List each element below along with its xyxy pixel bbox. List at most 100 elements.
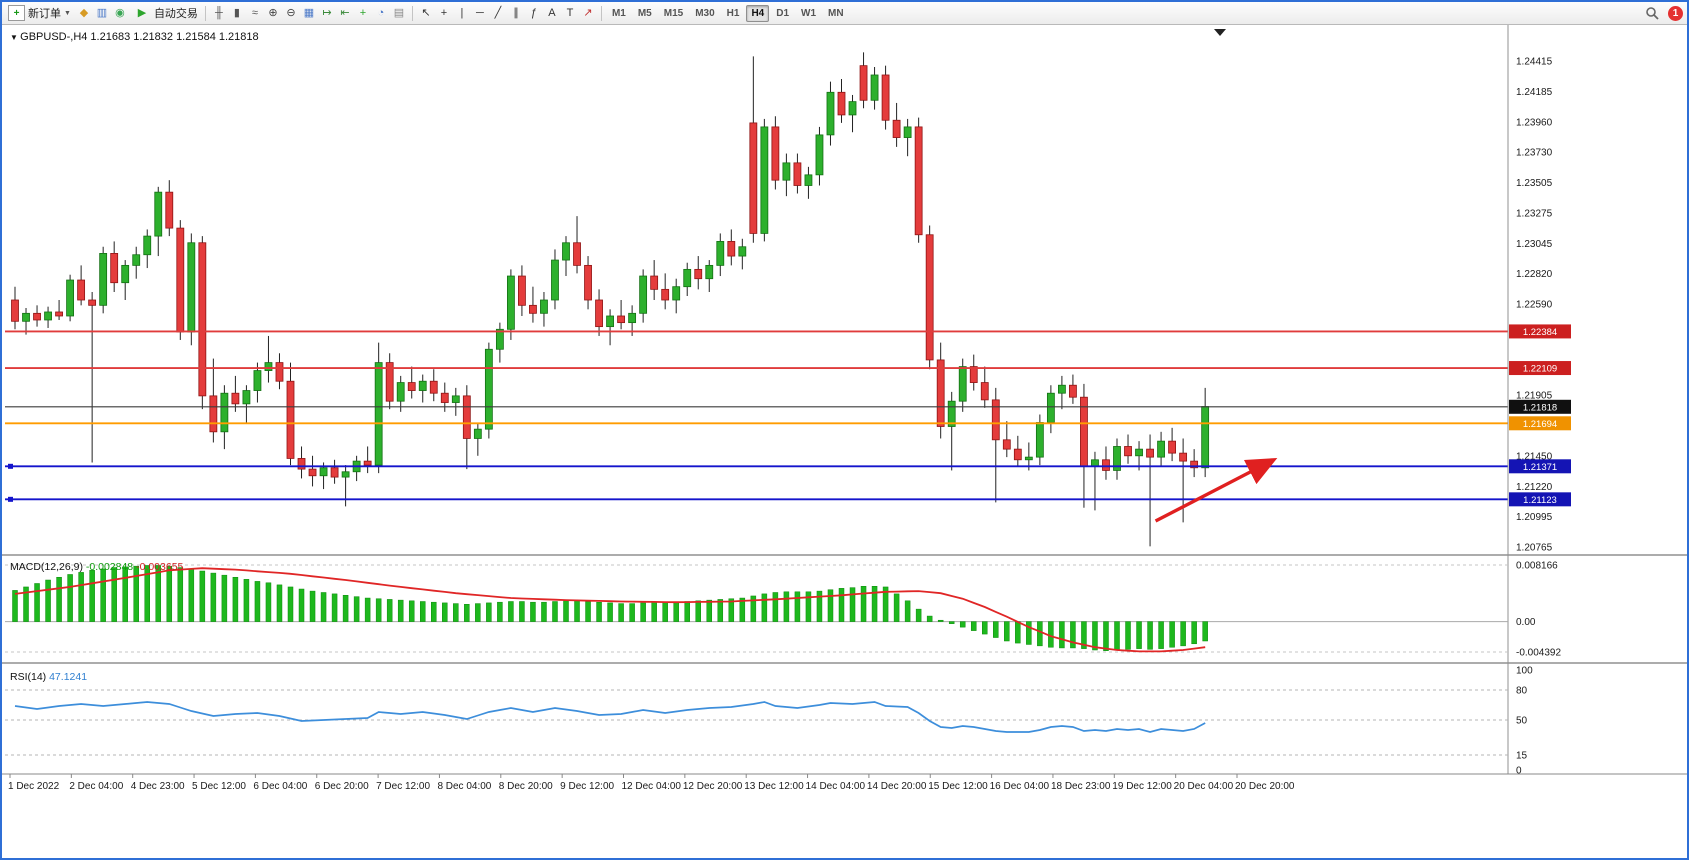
macd-histogram-bar [893, 593, 900, 622]
zoom-out-icon[interactable]: ⊖ [286, 6, 296, 19]
macd-histogram-bar [530, 601, 536, 622]
candle-body [518, 275, 526, 306]
horizontal-line-icon[interactable]: ─ [476, 6, 484, 19]
time-axis-label: 7 Dec 12:00 [376, 781, 430, 792]
timeframe-d1[interactable]: D1 [776, 7, 790, 19]
candle-body [661, 288, 670, 301]
autoscroll-marker-icon[interactable] [1214, 29, 1226, 36]
tile-windows-icon[interactable]: ▦ [303, 6, 315, 19]
templates-icon[interactable]: ▤ [393, 6, 405, 19]
macd-histogram-bar [761, 593, 768, 622]
price-axis-label: 1.20995 [1516, 512, 1553, 523]
candle-body [837, 91, 846, 116]
candle-body [1157, 440, 1165, 458]
time-axis-label: 20 Dec 04:00 [1174, 781, 1234, 792]
periods-icon[interactable]: ◔ [377, 6, 385, 19]
search-icon[interactable] [1643, 4, 1661, 22]
timeframe-mn[interactable]: MN [828, 7, 844, 19]
timeframe-h1[interactable]: H1 [726, 7, 740, 19]
time-axis-label: 6 Dec 20:00 [315, 781, 369, 792]
cursor-icon[interactable]: ↖ [421, 6, 431, 19]
timeframe-m1[interactable]: M1 [611, 7, 626, 19]
candle-body [1046, 392, 1055, 423]
candle-body [209, 395, 218, 433]
macd-histogram-bar [1114, 621, 1120, 651]
candle-body [914, 126, 923, 236]
candle-body [330, 467, 339, 478]
macd-histogram-bar [1026, 621, 1032, 645]
macd-histogram-bar [12, 590, 18, 622]
macd-histogram-bar [706, 599, 713, 622]
macd-histogram-bar [89, 570, 95, 622]
trendline-icon[interactable]: ╱ [494, 6, 502, 19]
macd-histogram-bar [188, 568, 195, 622]
macd-histogram-bar [419, 601, 426, 622]
draw-tool-group: ↖ + | ─ ╱ ∥ ƒ A T ↗ [417, 4, 597, 22]
candle-body [154, 191, 163, 237]
chart-shift-icon[interactable]: ⇤ [340, 6, 350, 19]
candle-body [495, 328, 504, 350]
macd-histogram-bar [276, 584, 283, 622]
candle-body [771, 126, 780, 181]
auto-scroll-icon[interactable]: ↦ [322, 6, 332, 19]
candle-body [705, 264, 714, 280]
price-tag-label: 1.22384 [1523, 327, 1557, 338]
candle-body [407, 382, 416, 391]
macd-histogram-bar [243, 579, 250, 622]
line-handle[interactable] [8, 463, 13, 469]
macd-histogram-bar [882, 586, 889, 622]
community-icon[interactable]: ◉ [115, 6, 125, 19]
line-chart-icon[interactable]: ≈ [251, 6, 258, 19]
label-icon[interactable]: T [566, 6, 574, 19]
price-axis-label: 1.20765 [1516, 543, 1553, 554]
time-axis-label: 6 Dec 04:00 [253, 781, 307, 792]
candle-body [1201, 406, 1210, 469]
candle-body [529, 304, 537, 314]
macd-histogram-bar [287, 586, 294, 622]
channel-icon[interactable]: ∥ [513, 6, 519, 19]
fibonacci-icon[interactable]: ƒ [530, 6, 537, 19]
macd-histogram-bar [309, 590, 316, 622]
symbol-ohlc-header: ▼ GBPUSD-,H4 1.21683 1.21832 1.21584 1.2… [10, 31, 259, 43]
text-icon[interactable]: A [548, 6, 556, 19]
zoom-in-icon[interactable]: ⊕ [268, 6, 278, 19]
market-watch-icon[interactable]: ▥ [96, 6, 108, 19]
time-axis-label: 2 Dec 04:00 [69, 781, 123, 792]
time-axis-label: 1 Dec 2022 [8, 781, 60, 792]
arrows-icon[interactable]: ↗ [583, 6, 593, 19]
line-handle[interactable] [8, 496, 13, 502]
macd-histogram-bar [1125, 621, 1131, 650]
autotrading-icon: ▶ [137, 6, 147, 19]
bar-chart-icon[interactable]: ╫ [215, 6, 223, 19]
macd-histogram-bar [1136, 621, 1142, 649]
new-order-button[interactable]: + 新订单 ▼ [5, 4, 74, 23]
notification-badge[interactable]: 1 [1668, 5, 1683, 21]
macd-histogram-bar [948, 621, 955, 624]
toolbar-separator [600, 5, 602, 21]
time-axis-label: 8 Dec 20:00 [499, 781, 553, 792]
wizard-icon[interactable]: ◆ [79, 6, 89, 19]
autotrading-button[interactable]: ▶ 自动交易 [130, 4, 201, 23]
candle-body [1069, 384, 1077, 398]
macd-histogram-bar [122, 566, 128, 622]
chart-canvas[interactable]: 1.24415 1.24185 1.23960 1.23730 1.23505 1.232… [2, 25, 1687, 858]
macd-histogram-bar [783, 591, 790, 622]
timeframe-w1[interactable]: W1 [801, 7, 817, 19]
price-axis-label: 1.22820 [1516, 269, 1553, 280]
vertical-line-icon[interactable]: | [460, 6, 464, 19]
quick-icon-group: ◆ ▥ ◉ [75, 4, 129, 22]
candle-body [1135, 448, 1143, 457]
timeframe-h4[interactable]: H4 [746, 4, 770, 22]
timeframe-m30[interactable]: M30 [695, 7, 715, 19]
timeframe-m15[interactable]: M15 [663, 7, 684, 19]
macd-histogram-bar [695, 600, 701, 622]
candle-body [727, 241, 736, 257]
candle-body [363, 460, 372, 466]
trend-arrow-annotation[interactable] [1154, 457, 1278, 523]
timeframe-m5[interactable]: M5 [637, 7, 652, 19]
price-tag-label: 1.21694 [1523, 419, 1557, 430]
candlestick-chart-icon[interactable]: ▮ [233, 6, 240, 19]
indicators-icon[interactable]: + [359, 6, 367, 19]
macd-histogram-bar [1048, 621, 1054, 648]
crosshair-icon[interactable]: + [440, 6, 448, 19]
